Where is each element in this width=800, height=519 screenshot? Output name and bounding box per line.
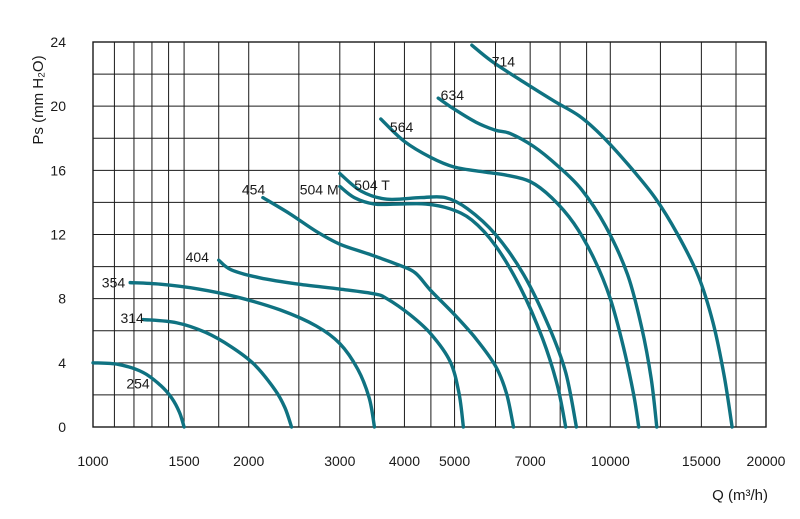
curve-label-314: 314 (120, 310, 144, 326)
curve-label-354: 354 (102, 275, 126, 291)
x-tick-label: 1000 (77, 453, 108, 469)
curve-label-714: 714 (492, 53, 516, 69)
curves (91, 43, 734, 429)
curve-label-454: 454 (242, 182, 266, 198)
y-tick-label: 20 (50, 98, 66, 114)
x-tick-label: 10000 (591, 453, 630, 469)
y-tick-label: 12 (50, 227, 66, 243)
curve-354 (128, 280, 377, 429)
y-tick-label: 0 (58, 419, 66, 435)
curve-labels: 254 314 354 404 454 504 M 504 T 564 634 714 (102, 53, 516, 391)
y-tick-label: 24 (50, 34, 66, 50)
curve-label-504-t: 504 T (354, 177, 390, 193)
curve-564 (379, 117, 641, 429)
curve-label-564: 564 (390, 119, 414, 135)
curve-634 (436, 96, 659, 429)
curve-714 (470, 43, 734, 429)
curve-314 (141, 317, 294, 429)
y-tick-label: 8 (58, 291, 66, 307)
curve-504-t (338, 171, 579, 429)
plot-frame (92, 41, 767, 428)
x-tick-label: 4000 (389, 453, 420, 469)
x-tick-label: 20000 (747, 453, 786, 469)
curve-label-254: 254 (126, 376, 150, 392)
x-tick-label: 3000 (324, 453, 355, 469)
x-tick-label: 2000 (233, 453, 264, 469)
y-tick-label: 16 (50, 162, 66, 178)
y-tick-labels: 0 4 8 12 16 20 24 (50, 34, 66, 435)
x-axis-title: Q (m³/h) (712, 487, 768, 504)
curve-404 (217, 258, 466, 429)
y-axis-title: Ps (mm H₂O) (30, 55, 47, 144)
curve-label-504-m: 504 M (300, 182, 339, 198)
grid (92, 41, 767, 428)
x-tick-labels: 1000 1500 2000 3000 4000 5000 7000 10000 15000 20… (77, 453, 785, 469)
curve-504-m (338, 184, 568, 429)
curve-label-634: 634 (441, 87, 465, 103)
curve-254 (91, 361, 186, 429)
x-tick-label: 1500 (169, 453, 200, 469)
x-tick-label: 7000 (515, 453, 546, 469)
x-tick-label: 15000 (682, 453, 721, 469)
curve-454 (261, 195, 516, 429)
curve-label-404: 404 (186, 249, 210, 265)
x-tick-label: 5000 (439, 453, 470, 469)
y-tick-label: 4 (58, 355, 66, 371)
